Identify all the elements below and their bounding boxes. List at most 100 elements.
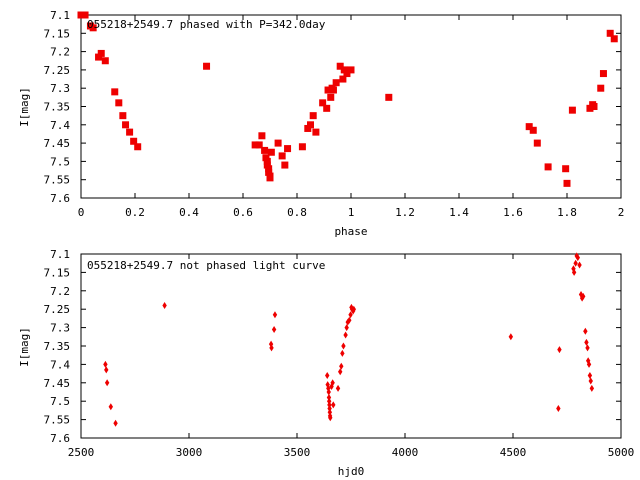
phased-plot-data-point: [324, 86, 332, 94]
phased-plot-xtick-label: 1.2: [395, 206, 415, 219]
unphased-plot-data-point: [581, 292, 586, 300]
phased-plot-data-point: [312, 128, 320, 136]
unphased-plot-ytick-label: 7.35: [44, 340, 71, 353]
unphased-plot-ylabel: I[mag]: [18, 327, 31, 367]
unphased-plot-ytick-label: 7.15: [44, 266, 71, 279]
unphased-plot-data-point: [571, 268, 577, 276]
phased-plot-data-point: [274, 139, 282, 147]
unphased-plot-data-point: [557, 346, 562, 354]
phased-plot-xtick-label: 0.4: [179, 206, 199, 219]
phased-plot-ytick-label: 7.4: [50, 119, 70, 132]
unphased-plot-data-point: [577, 261, 582, 269]
phased-plot-data-point: [563, 179, 571, 187]
unphased-plot-ytick-label: 7.25: [44, 303, 71, 316]
phased-plot-data-point: [265, 168, 273, 176]
phased-plot-data-point: [126, 128, 134, 136]
unphased-plot-data-point: [113, 419, 118, 427]
phased-plot-data-point: [568, 106, 576, 114]
unphased-plot-data-point: [103, 360, 108, 368]
unphased-plot-data-point: [575, 254, 580, 262]
phased-plot-xtick-label: 0.8: [287, 206, 307, 219]
phased-plot-data-point: [101, 57, 109, 65]
unphased-plot-data-point: [341, 342, 346, 350]
phased-plot-ytick-label: 7.25: [44, 64, 71, 77]
unphased-plot-ticks: 2500 3000 3500 4000 4500 5000 7.1 7.15 7.2 7.25 7.…: [44, 248, 635, 459]
unphased-plot-data-point: [588, 377, 593, 385]
unphased-plot-data-point: [326, 388, 331, 396]
unphased-plot-xtick-label: 2500: [68, 446, 95, 459]
unphased-plot-ytick-label: 7.3: [50, 322, 70, 335]
phased-plot-panel: 0 0.2 0.4 0.6 0.8 1 1.2 1.4 1.6 1.8 2 7.1 7.15 7.2 7.2…: [18, 9, 624, 238]
unphased-plot-data-point: [330, 379, 335, 387]
phased-plot-xtick-label: 1.4: [449, 206, 469, 219]
phased-plot-data-point: [278, 152, 286, 160]
phased-plot-xtick-label: 1.8: [557, 206, 577, 219]
unphased-plot-data-point: [589, 384, 595, 392]
unphased-plot-data-point: [583, 327, 588, 335]
unphased-plot-data-point: [556, 405, 561, 413]
phased-plot-data-point: [267, 148, 275, 156]
unphased-plot-ytick-label: 7.1: [50, 248, 70, 261]
unphased-plot-data-point: [335, 384, 341, 392]
unphased-plot-data-point: [328, 414, 333, 422]
phased-plot-data-point: [336, 62, 344, 70]
phased-plot-ytick-label: 7.45: [44, 137, 71, 150]
unphased-plot-ytick-label: 7.45: [44, 377, 71, 390]
unphased-plot-data-point: [104, 379, 110, 387]
unphased-plot-data-point: [272, 311, 278, 319]
unphased-plot-data-point: [574, 252, 579, 260]
phased-plot-data-point: [340, 66, 348, 74]
unphased-plot-frame: [80, 253, 622, 439]
phased-plot-xtick-label: 0.2: [125, 206, 145, 219]
phased-plot-data-point: [586, 104, 594, 112]
unphased-plot-data-point: [585, 344, 590, 352]
phased-plot-data-point: [130, 137, 138, 145]
phased-plot-data-point: [81, 11, 89, 19]
phased-plot-data-point: [266, 174, 274, 182]
unphased-plot-data-point: [331, 401, 336, 409]
phased-plot-data-point: [251, 141, 259, 149]
unphased-plot-ytick-label: 7.2: [50, 285, 70, 298]
phased-plot-frame: [80, 14, 622, 199]
unphased-plot-xtick-label: 3500: [284, 446, 311, 459]
phased-plot-data-point: [265, 165, 273, 173]
phased-plot-ylabel: I[mag]: [18, 87, 31, 127]
phased-plot-data-point: [385, 93, 393, 101]
phased-plot-data-point: [327, 93, 335, 101]
unphased-plot-xtick-label: 4000: [392, 446, 419, 459]
unphased-plot-data-point: [269, 344, 274, 352]
phased-plot-data-point: [309, 112, 317, 120]
phased-plot-ytick-label: 7.5: [50, 155, 70, 168]
phased-plot-data-point: [262, 154, 270, 162]
phased-plot-data-point: [597, 84, 605, 92]
unphased-plot-data-point: [348, 311, 353, 319]
phased-plot-data-point: [261, 146, 269, 154]
phased-plot-ytick-label: 7.1: [50, 9, 70, 22]
phased-plot-title: 055218+2549.7 phased with P=342.0day: [87, 18, 326, 31]
phased-plot-data-point: [529, 126, 537, 134]
phased-plot-data-point: [323, 104, 331, 112]
phased-plot-data-point: [606, 29, 614, 37]
phased-plot-xtick-label: 0: [78, 206, 85, 219]
phased-plot-data-point: [298, 143, 306, 151]
unphased-plot-title: 055218+2549.7 not phased light curve: [87, 259, 325, 272]
unphased-plot-data-point: [587, 371, 593, 379]
phased-plot-data-point: [610, 35, 618, 43]
unphased-plot-points: [103, 252, 595, 427]
phased-plot-ytick-label: 7.15: [44, 27, 71, 40]
unphased-plot-data-point: [108, 403, 114, 411]
phased-plot-ytick-label: 7.55: [44, 174, 71, 187]
phased-plot-data-point: [307, 121, 314, 129]
phased-plot-data-point: [281, 161, 289, 169]
phased-plot-data-point: [343, 70, 351, 78]
phased-plot-ytick-label: 7.2: [50, 46, 70, 59]
unphased-plot-data-point: [325, 371, 330, 379]
unphased-plot-data-point: [578, 290, 584, 298]
unphased-plot-ytick-label: 7.4: [50, 358, 70, 371]
unphased-plot-xlabel: hjd0: [338, 465, 365, 478]
phased-plot-data-point: [590, 103, 598, 110]
phased-plot-data-point: [122, 121, 130, 129]
phased-plot-data-point: [284, 145, 292, 153]
phased-plot-data-point: [95, 53, 103, 61]
